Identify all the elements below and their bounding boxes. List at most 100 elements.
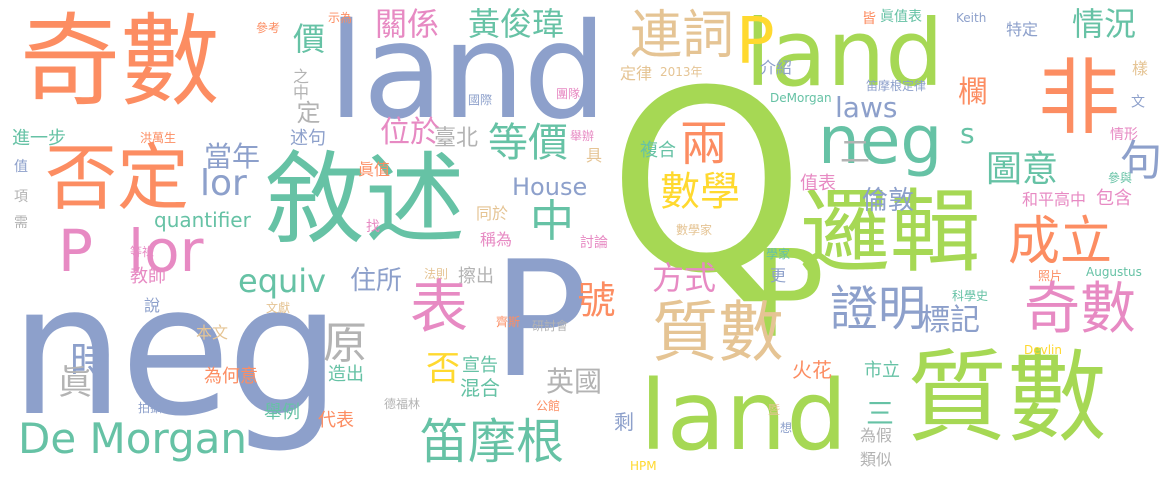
cloud-word: 中: [530, 196, 574, 247]
cloud-word: lor: [200, 163, 247, 204]
cloud-word: P: [492, 226, 589, 413]
cloud-word: 示為: [328, 11, 353, 25]
cloud-word: 包含: [1096, 188, 1132, 209]
cloud-word: 剩: [614, 410, 634, 434]
cloud-word: equiv: [238, 262, 327, 300]
cloud-word: 關係: [375, 5, 440, 43]
cloud-word: 德福林: [384, 397, 421, 411]
cloud-word: 值: [14, 159, 28, 175]
cloud-word: land: [640, 360, 848, 472]
cloud-word: 等祿: [130, 245, 155, 259]
cloud-word: DeMorgan: [770, 91, 832, 105]
cloud-word: 住所: [350, 266, 403, 296]
cloud-word: 奇數: [20, 3, 220, 120]
cloud-word: 英國: [546, 365, 603, 398]
cloud-word: 之中: [290, 68, 309, 100]
cloud-word: 為假: [860, 426, 893, 445]
cloud-word: 團隊: [556, 87, 581, 101]
cloud-word: 法則: [424, 267, 449, 281]
cloud-word: 號: [571, 280, 615, 318]
cloud-word: 數學家: [676, 223, 713, 237]
cloud-word: Keith: [956, 11, 987, 25]
cloud-word: 倫敦: [862, 186, 915, 216]
cloud-word: 代表: [318, 410, 354, 431]
cloud-word: Q: [608, 37, 805, 328]
cloud-word: 臺北: [434, 126, 479, 151]
cloud-word: 想: [780, 421, 793, 435]
cloud-word: 特定: [1006, 20, 1039, 39]
cloud-word: P: [736, 5, 775, 79]
cloud-word: 照片: [1038, 269, 1063, 283]
cloud-word: 公館: [536, 399, 561, 413]
cloud-word: Devlin: [1024, 343, 1062, 357]
cloud-word: quantifier: [154, 208, 251, 232]
cloud-word: 質數: [652, 294, 784, 371]
cloud-word: 笛摩根定律: [866, 79, 927, 93]
cloud-word: 需: [14, 215, 28, 231]
cloud-word: 定: [292, 100, 320, 124]
cloud-word: 圖意: [986, 149, 1059, 190]
cloud-word: 樣: [1129, 60, 1148, 76]
cloud-word: 類似: [860, 450, 893, 469]
cloud-word: 非: [1038, 51, 1121, 146]
cloud-word: 介紹: [760, 58, 793, 77]
cloud-word: 拍攝: [138, 401, 163, 415]
cloud-word: P: [58, 217, 93, 285]
cloud-word: 眞值: [358, 160, 391, 179]
cloud-word: 奇數: [1024, 277, 1136, 342]
cloud-word: 洪萬生: [140, 131, 177, 145]
cloud-word: 為何意: [204, 366, 258, 387]
cloud-word: 兩: [680, 116, 729, 172]
cloud-word: 欄: [958, 75, 988, 110]
cloud-word: 暨: [768, 403, 781, 417]
cloud-word: 笛摩根: [420, 414, 565, 470]
cloud-word: 值表: [800, 173, 836, 194]
cloud-word: 同於: [476, 204, 509, 223]
cloud-word: 國際: [468, 93, 493, 107]
cloud-word: lor: [128, 217, 204, 285]
cloud-word: 證明: [830, 281, 927, 337]
cloud-word: 句: [1120, 136, 1163, 185]
cloud-word: 本文: [196, 323, 229, 342]
cloud-word: 當年: [204, 140, 261, 173]
cloud-word: 質數: [907, 339, 1107, 456]
cloud-word: 二: [840, 135, 870, 170]
cloud-word: 科學史: [952, 289, 989, 303]
cloud-word: HPM: [630, 459, 657, 473]
cloud-word: 黃俊瑋: [468, 5, 565, 43]
cloud-word: neg: [10, 247, 341, 456]
cloud-word: 稱為: [480, 230, 513, 249]
cloud-word: 討論: [580, 235, 608, 251]
cloud-word: 位於: [380, 115, 440, 150]
cloud-word: 情況: [1072, 5, 1137, 43]
cloud-word: 否: [426, 349, 460, 389]
cloud-word: 進一步: [12, 128, 66, 149]
cloud-word: 混合: [460, 376, 500, 400]
cloud-word: 宣告: [462, 355, 498, 376]
cloud-word: s: [960, 117, 975, 150]
cloud-word: 參與: [1108, 171, 1133, 185]
cloud-word: 眞值表: [880, 9, 922, 25]
cloud-word: House: [512, 173, 588, 201]
cloud-word: 標記: [920, 303, 980, 338]
cloud-word: 情形: [1110, 127, 1138, 143]
cloud-word: 找: [366, 219, 380, 235]
cloud-word: 文獻: [266, 301, 291, 315]
cloud-word: 學家: [766, 247, 791, 261]
cloud-word: 具: [586, 146, 603, 165]
cloud-word: 研討會: [532, 319, 569, 333]
cloud-word: P: [752, 226, 825, 365]
cloud-word: 市立: [864, 360, 900, 381]
cloud-word: 複合: [640, 140, 676, 161]
cloud-word: Augustus: [1086, 265, 1142, 279]
cloud-word: 邏輯: [800, 180, 980, 285]
cloud-word: 火花: [792, 358, 832, 382]
cloud-word: 舉例: [264, 402, 300, 423]
cloud-word: land: [745, 0, 944, 107]
cloud-word: 眞: [58, 363, 92, 403]
cloud-word: 造出: [328, 364, 364, 385]
cloud-word: 方式: [652, 259, 717, 297]
cloud-word: 項: [14, 189, 28, 205]
cloud-word: 等價: [488, 120, 568, 166]
cloud-word: 表: [410, 273, 469, 341]
